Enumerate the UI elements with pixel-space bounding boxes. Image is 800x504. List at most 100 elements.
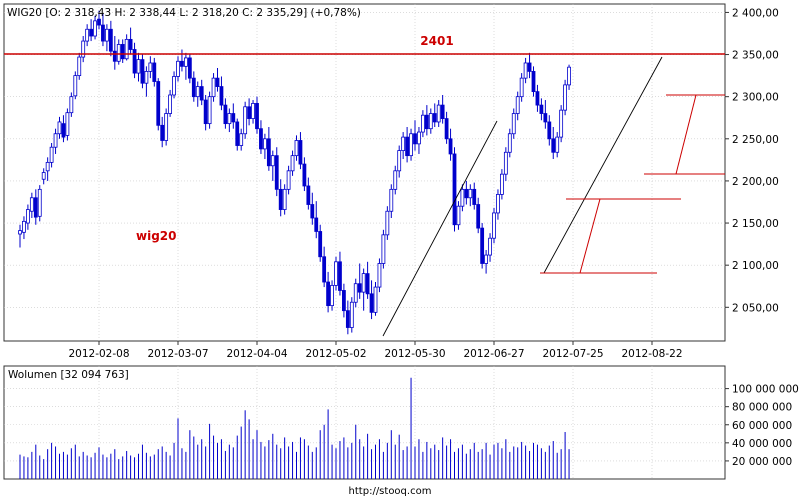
candle-body [369,293,374,313]
candle-body [440,104,445,119]
candle-body [519,77,524,98]
candle-body [330,284,334,307]
candle-body [136,59,141,74]
candle-body [176,60,180,77]
candle-body [180,60,184,67]
candle-body [33,197,38,218]
candle-body [148,62,153,72]
price-x-tick-label: 2012-05-02 [305,348,366,360]
candle-body [484,254,489,264]
candle-body [464,188,469,199]
volume-header: Wolumen [32 094 763] [8,369,129,381]
candle-body [563,84,567,111]
volume-grid [4,366,725,479]
price-x-tick-label: 2012-06-27 [463,348,524,360]
candle-body [417,131,421,145]
price-y-tick-label: 2 250,00 [732,134,779,146]
candle-body [531,71,536,93]
candle-body [259,128,263,150]
candle-body [37,188,42,217]
candle-body [338,261,342,291]
price-y-tick-label: 2 100,00 [732,260,779,272]
candle-body [523,62,528,79]
candle-body [385,210,390,236]
candle-body [298,140,303,165]
candle-body [456,205,461,226]
resistance-label: 2401 [420,34,453,48]
series-label: wig20 [136,229,177,243]
candle-body [41,172,46,180]
candle-body [187,57,192,79]
candle-body [480,227,485,264]
candle-body [559,109,564,138]
candle-body [172,76,176,96]
candle-body [89,28,93,37]
flag-measure-line [579,198,601,274]
price-x-tick-label: 2012-02-08 [68,348,129,360]
candle-body [105,28,109,42]
candle-body [302,163,307,187]
candle-body [168,94,173,114]
candle-body [22,220,26,233]
candle-body [195,86,200,98]
volume-y-tick-label: 40 000 000 [732,438,792,450]
candle-body [53,133,58,148]
candle-body [436,104,441,123]
source-footer: http://stooq.com [349,486,432,497]
candle-body [373,286,378,313]
trendline-uptrend-june [382,120,498,337]
candle-body [128,38,133,50]
candle-body [243,106,248,135]
candle-body [444,118,449,140]
candle-body [160,124,165,141]
candle-body [527,62,532,72]
price-y-tick-label: 2 300,00 [732,92,779,104]
candle-body [460,188,465,207]
price-y-tick-label: 2 050,00 [732,302,779,314]
candle-body [235,121,240,146]
candle-body [112,50,117,62]
candle-body [156,81,161,126]
candle-body [255,103,259,130]
candle-body [49,146,54,163]
trendline-uptrend-august [543,56,663,274]
candle-body [377,263,382,288]
volume-y-tick-label: 100 000 000 [732,384,799,396]
candle-body [401,136,406,151]
candle-body [543,113,548,123]
candle-body [25,209,30,224]
candle-body [77,56,82,77]
candle-body [207,96,212,125]
volume-y-axis: 20 000 000 40 000 000 60 000 000 80 000 000… [725,384,799,468]
candle-body [310,204,315,219]
candle-body [468,188,473,199]
candle-body [409,133,413,157]
candle-body [306,185,311,205]
price-y-tick-label: 2 350,00 [732,50,779,62]
price-y-axis: 2 050,00 2 100,00 2 150,00 2 200,00 2 250,00… [725,7,779,314]
candle-body [29,197,34,212]
candle-body [389,188,394,212]
candle-body [413,133,417,145]
candle-body [365,273,370,295]
candle-body [108,28,113,52]
candle-body [116,44,121,62]
candle-body [472,188,477,205]
candle-body [381,234,386,264]
candle-body [290,155,295,172]
candle-body [432,113,437,123]
candle-body [397,150,402,172]
candle-body [251,103,255,119]
candle-body [424,114,429,130]
candle-body [231,113,236,123]
candle-body [274,155,279,190]
candle-body [266,138,271,167]
price-x-tick-label: 2012-08-22 [621,348,682,360]
candle-body [124,38,129,60]
candle-body [547,121,552,140]
candle-body [57,121,62,135]
candle-body [405,136,410,157]
candle-body [191,77,196,98]
